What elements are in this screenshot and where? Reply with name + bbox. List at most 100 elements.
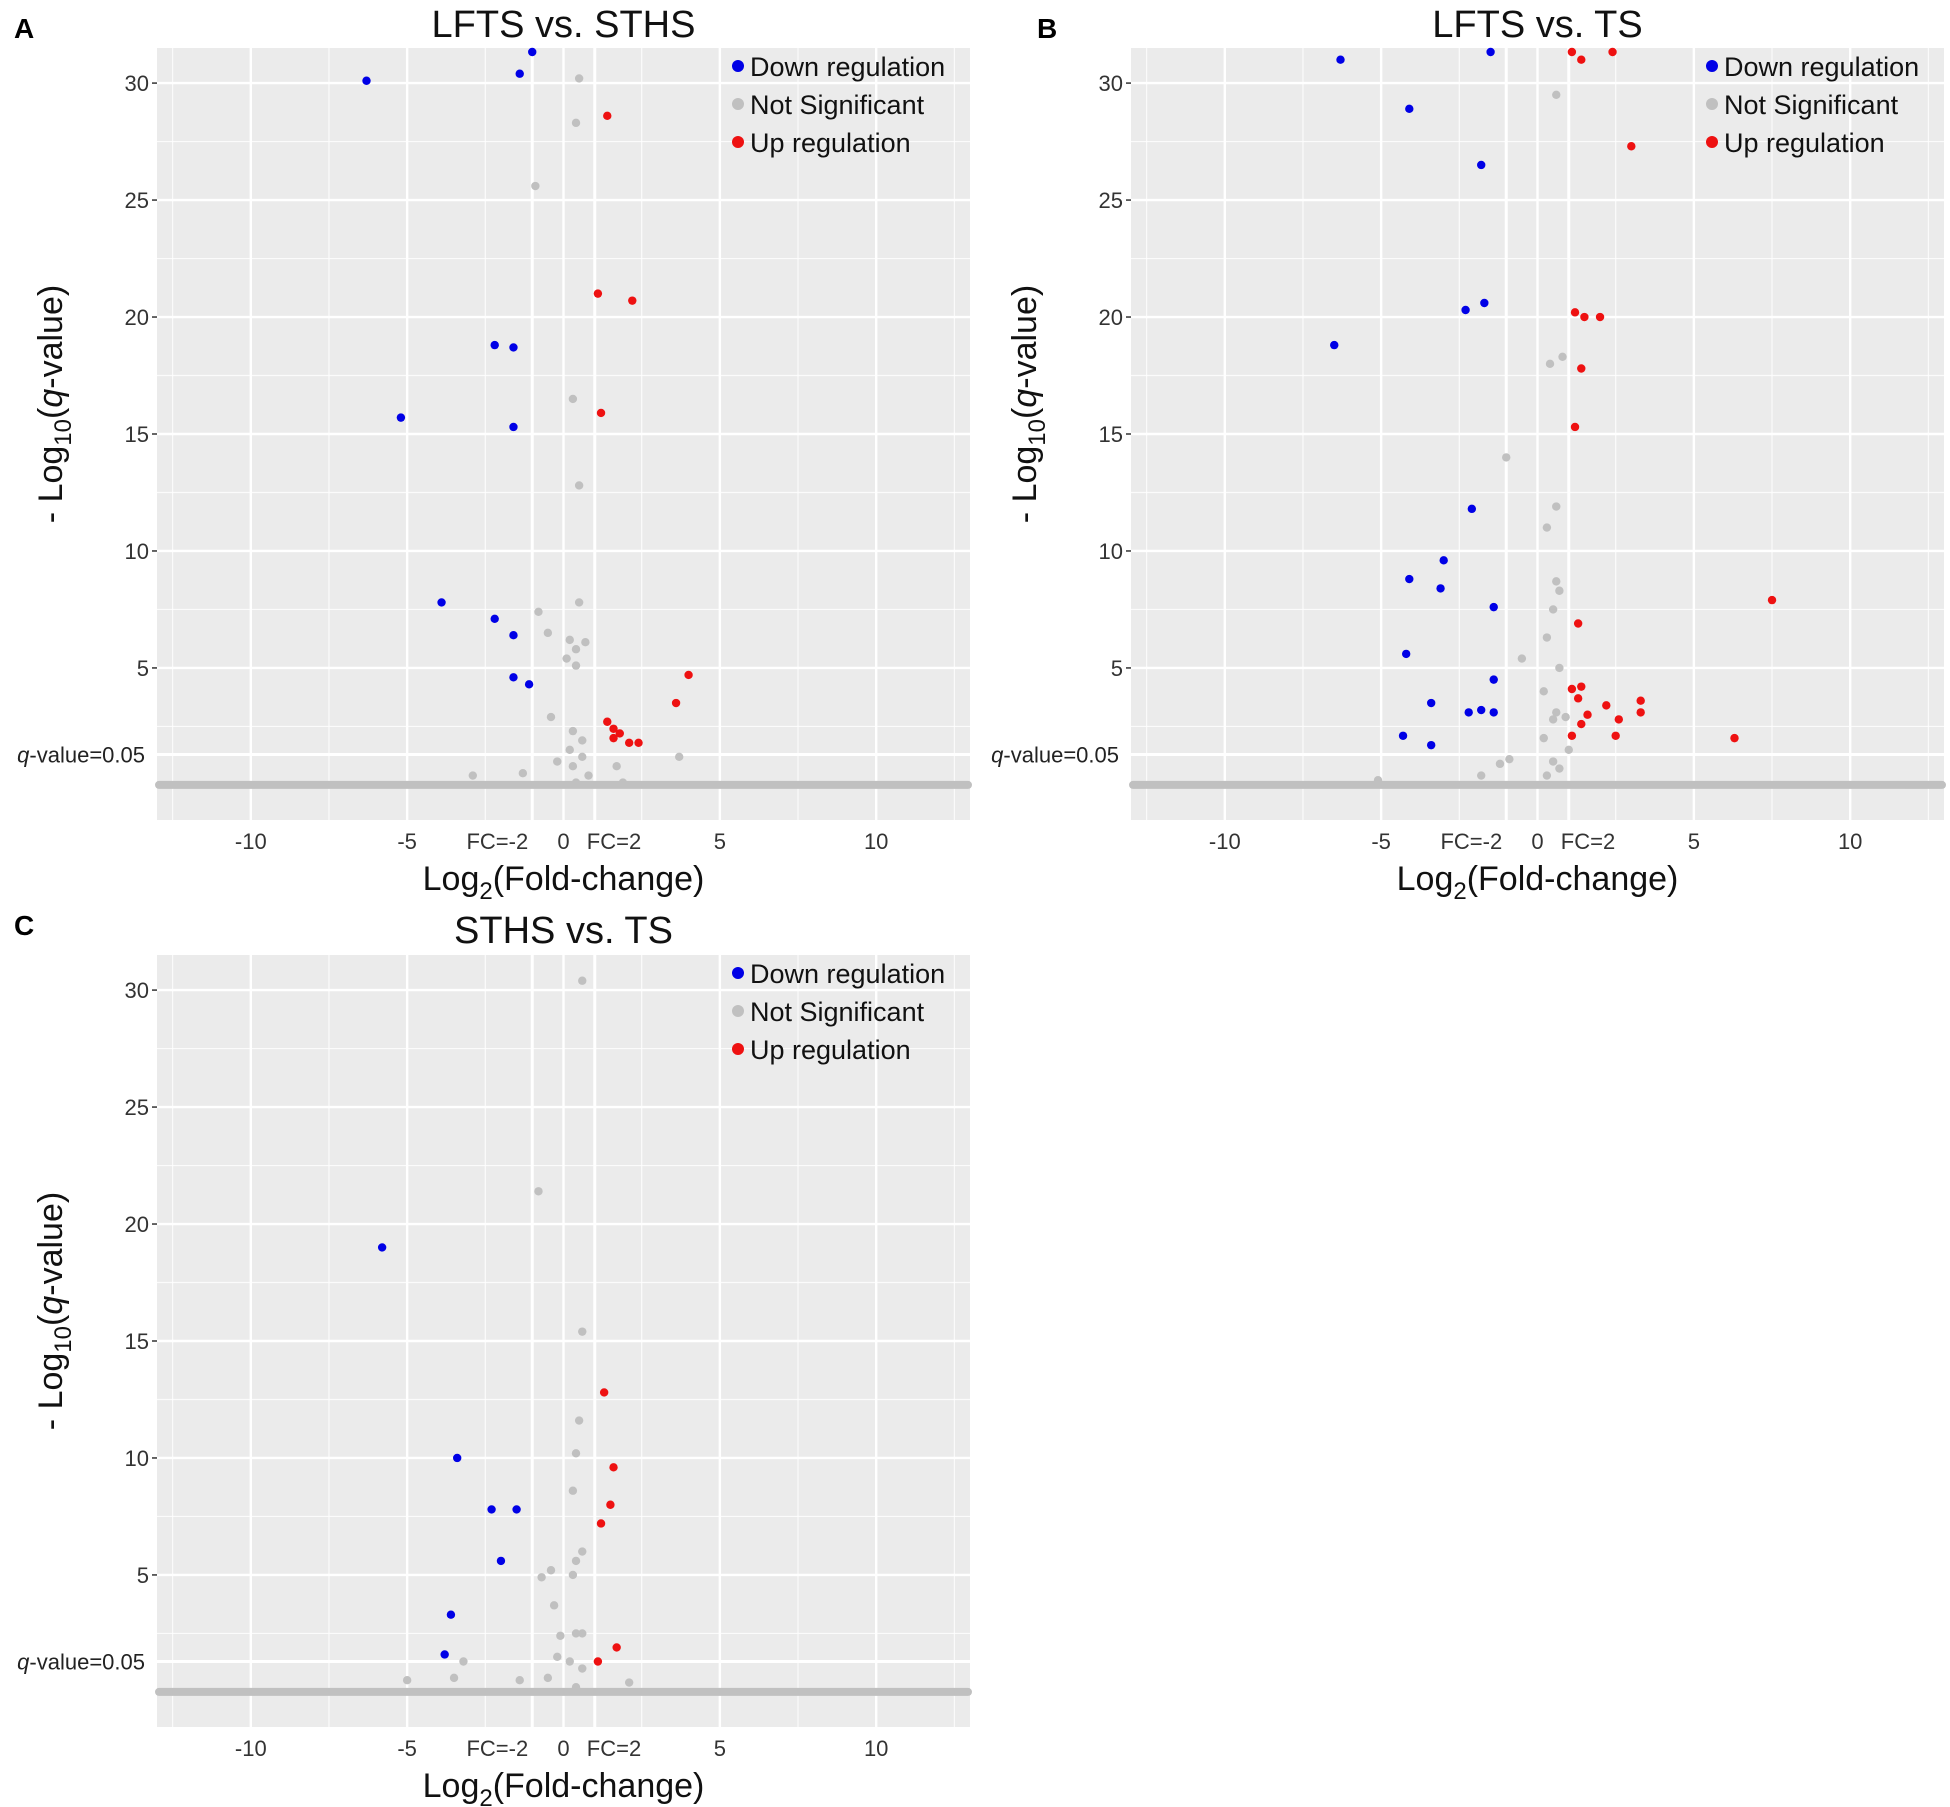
data-point-up-regulation — [609, 724, 618, 733]
q-value-threshold-tail: -value=0.05 — [1003, 742, 1119, 767]
data-point-not-significant — [1502, 453, 1511, 462]
data-point-down-regulation — [515, 69, 524, 78]
data-point-up-regulation — [1767, 595, 1777, 605]
data-point-not-significant — [578, 752, 587, 762]
y-tick-label: 25 — [125, 188, 149, 213]
data-point-not-significant — [1539, 687, 1548, 696]
legend-label-not-significant: Not Significant — [750, 90, 925, 120]
data-point-up-regulation — [1567, 731, 1577, 740]
data-point-not-significant — [1495, 759, 1505, 769]
y-axis-label-tail: -value) — [1006, 285, 1044, 389]
x-axis-label-tail: (Fold-change) — [493, 1767, 705, 1805]
panel-letter: B — [1037, 13, 1057, 44]
legend-key-down-regulation — [732, 967, 744, 979]
x-tick-label: -10 — [235, 829, 267, 854]
legend-label-up-regulation: Up regulation — [1724, 128, 1885, 158]
x-tick-label: 10 — [864, 829, 888, 854]
data-point-up-regulation — [1611, 731, 1620, 740]
data-point-not-significant — [568, 761, 578, 771]
q-value-threshold-tail: -value=0.05 — [29, 742, 145, 767]
data-point-not-significant — [571, 118, 581, 128]
data-point-not-significant — [571, 778, 581, 787]
data-point-not-significant — [624, 1678, 634, 1687]
data-point-not-significant — [568, 726, 578, 736]
data-point-not-significant — [571, 661, 581, 670]
y-axis-label-sub: 10 — [1024, 419, 1051, 446]
data-point-down-regulation — [1405, 104, 1414, 114]
y-tick-label: 10 — [125, 539, 149, 564]
x-axis-label-sub: 2 — [479, 1785, 492, 1807]
data-point-not-significant — [1542, 633, 1552, 642]
y-tick-label: 5 — [1111, 656, 1123, 681]
data-point-down-regulation — [490, 340, 499, 350]
data-point-up-regulation — [609, 1463, 618, 1472]
x-tick-label: 5 — [1688, 829, 1700, 854]
y-tick-label: 15 — [125, 1329, 149, 1354]
x-axis-label-tail: (Fold-change) — [493, 860, 705, 898]
data-point-down-regulation — [509, 673, 518, 682]
data-point-not-significant — [1517, 654, 1527, 663]
y-tick-label: 20 — [1099, 305, 1123, 330]
data-point-not-significant — [1548, 605, 1558, 614]
data-point-up-regulation — [1577, 55, 1586, 64]
data-point-not-significant — [578, 1629, 587, 1638]
data-point-down-regulation — [1398, 731, 1408, 740]
data-point-down-regulation — [440, 1650, 449, 1659]
legend-label-not-significant: Not Significant — [1724, 90, 1899, 120]
q-value-threshold-label: q-value=0.05 — [991, 742, 1119, 767]
data-point-up-regulation — [684, 670, 693, 680]
q-value-threshold-label: q-value=0.05 — [17, 1649, 145, 1674]
y-axis-label-tail: -value) — [32, 1192, 70, 1296]
legend-key-not-significant — [732, 98, 744, 110]
y-axis-label-head: - Log — [1006, 446, 1044, 524]
y-axis-label-head: - Log — [32, 446, 70, 524]
q-value-threshold-italic: q — [17, 742, 30, 767]
data-point-down-regulation — [446, 1610, 456, 1619]
data-point-not-significant — [543, 1673, 553, 1683]
data-point-up-regulation — [1730, 733, 1739, 743]
fc-zero-label: 0 — [557, 1736, 569, 1761]
data-point-up-regulation — [612, 1643, 621, 1652]
data-point-down-regulation — [1480, 298, 1489, 308]
y-tick-label: 15 — [1099, 422, 1123, 447]
data-point-not-significant — [1545, 359, 1555, 369]
data-point-not-significant — [578, 736, 587, 745]
data-point-not-significant — [531, 181, 540, 191]
chart-title: STHS vs. TS — [454, 910, 673, 952]
y-axis-label-sub: 10 — [50, 1326, 77, 1353]
legend-key-up-regulation — [732, 1043, 744, 1055]
data-point-not-significant — [574, 74, 584, 83]
y-tick-label: 25 — [125, 1095, 149, 1120]
data-point-not-significant — [571, 1449, 581, 1458]
fc-zero-label: 0 — [557, 829, 569, 854]
data-point-not-significant — [581, 638, 590, 647]
data-point-up-regulation — [1583, 710, 1592, 719]
data-point-not-significant — [578, 1327, 587, 1336]
x-axis-label-tail: (Fold-change) — [1467, 860, 1679, 898]
q-value-threshold-italic: q — [17, 1649, 30, 1674]
data-point-down-regulation — [1486, 47, 1495, 57]
fc-neg-label: FC=-2 — [1440, 829, 1502, 854]
data-point-up-regulation — [1577, 719, 1586, 729]
data-point-down-regulation — [437, 598, 446, 607]
data-point-not-significant — [553, 1652, 562, 1662]
data-point-not-significant — [449, 1673, 459, 1683]
data-point-not-significant — [534, 1187, 543, 1196]
data-point-up-regulation — [603, 717, 612, 726]
data-point-not-significant — [578, 1547, 587, 1556]
data-point-down-regulation — [1489, 708, 1498, 717]
data-point-down-regulation — [1426, 740, 1436, 750]
data-point-down-regulation — [490, 614, 499, 624]
data-point-not-significant — [565, 745, 574, 755]
data-point-down-regulation — [1401, 649, 1411, 659]
data-point-up-regulation — [593, 1657, 603, 1666]
legend-label-down-regulation: Down regulation — [750, 959, 945, 989]
data-point-up-regulation — [1567, 47, 1577, 57]
data-point-up-regulation — [1573, 619, 1583, 628]
data-point-up-regulation — [609, 733, 618, 743]
data-point-not-significant — [1555, 764, 1564, 773]
data-point-up-regulation — [1570, 308, 1580, 317]
data-point-down-regulation — [509, 630, 518, 640]
